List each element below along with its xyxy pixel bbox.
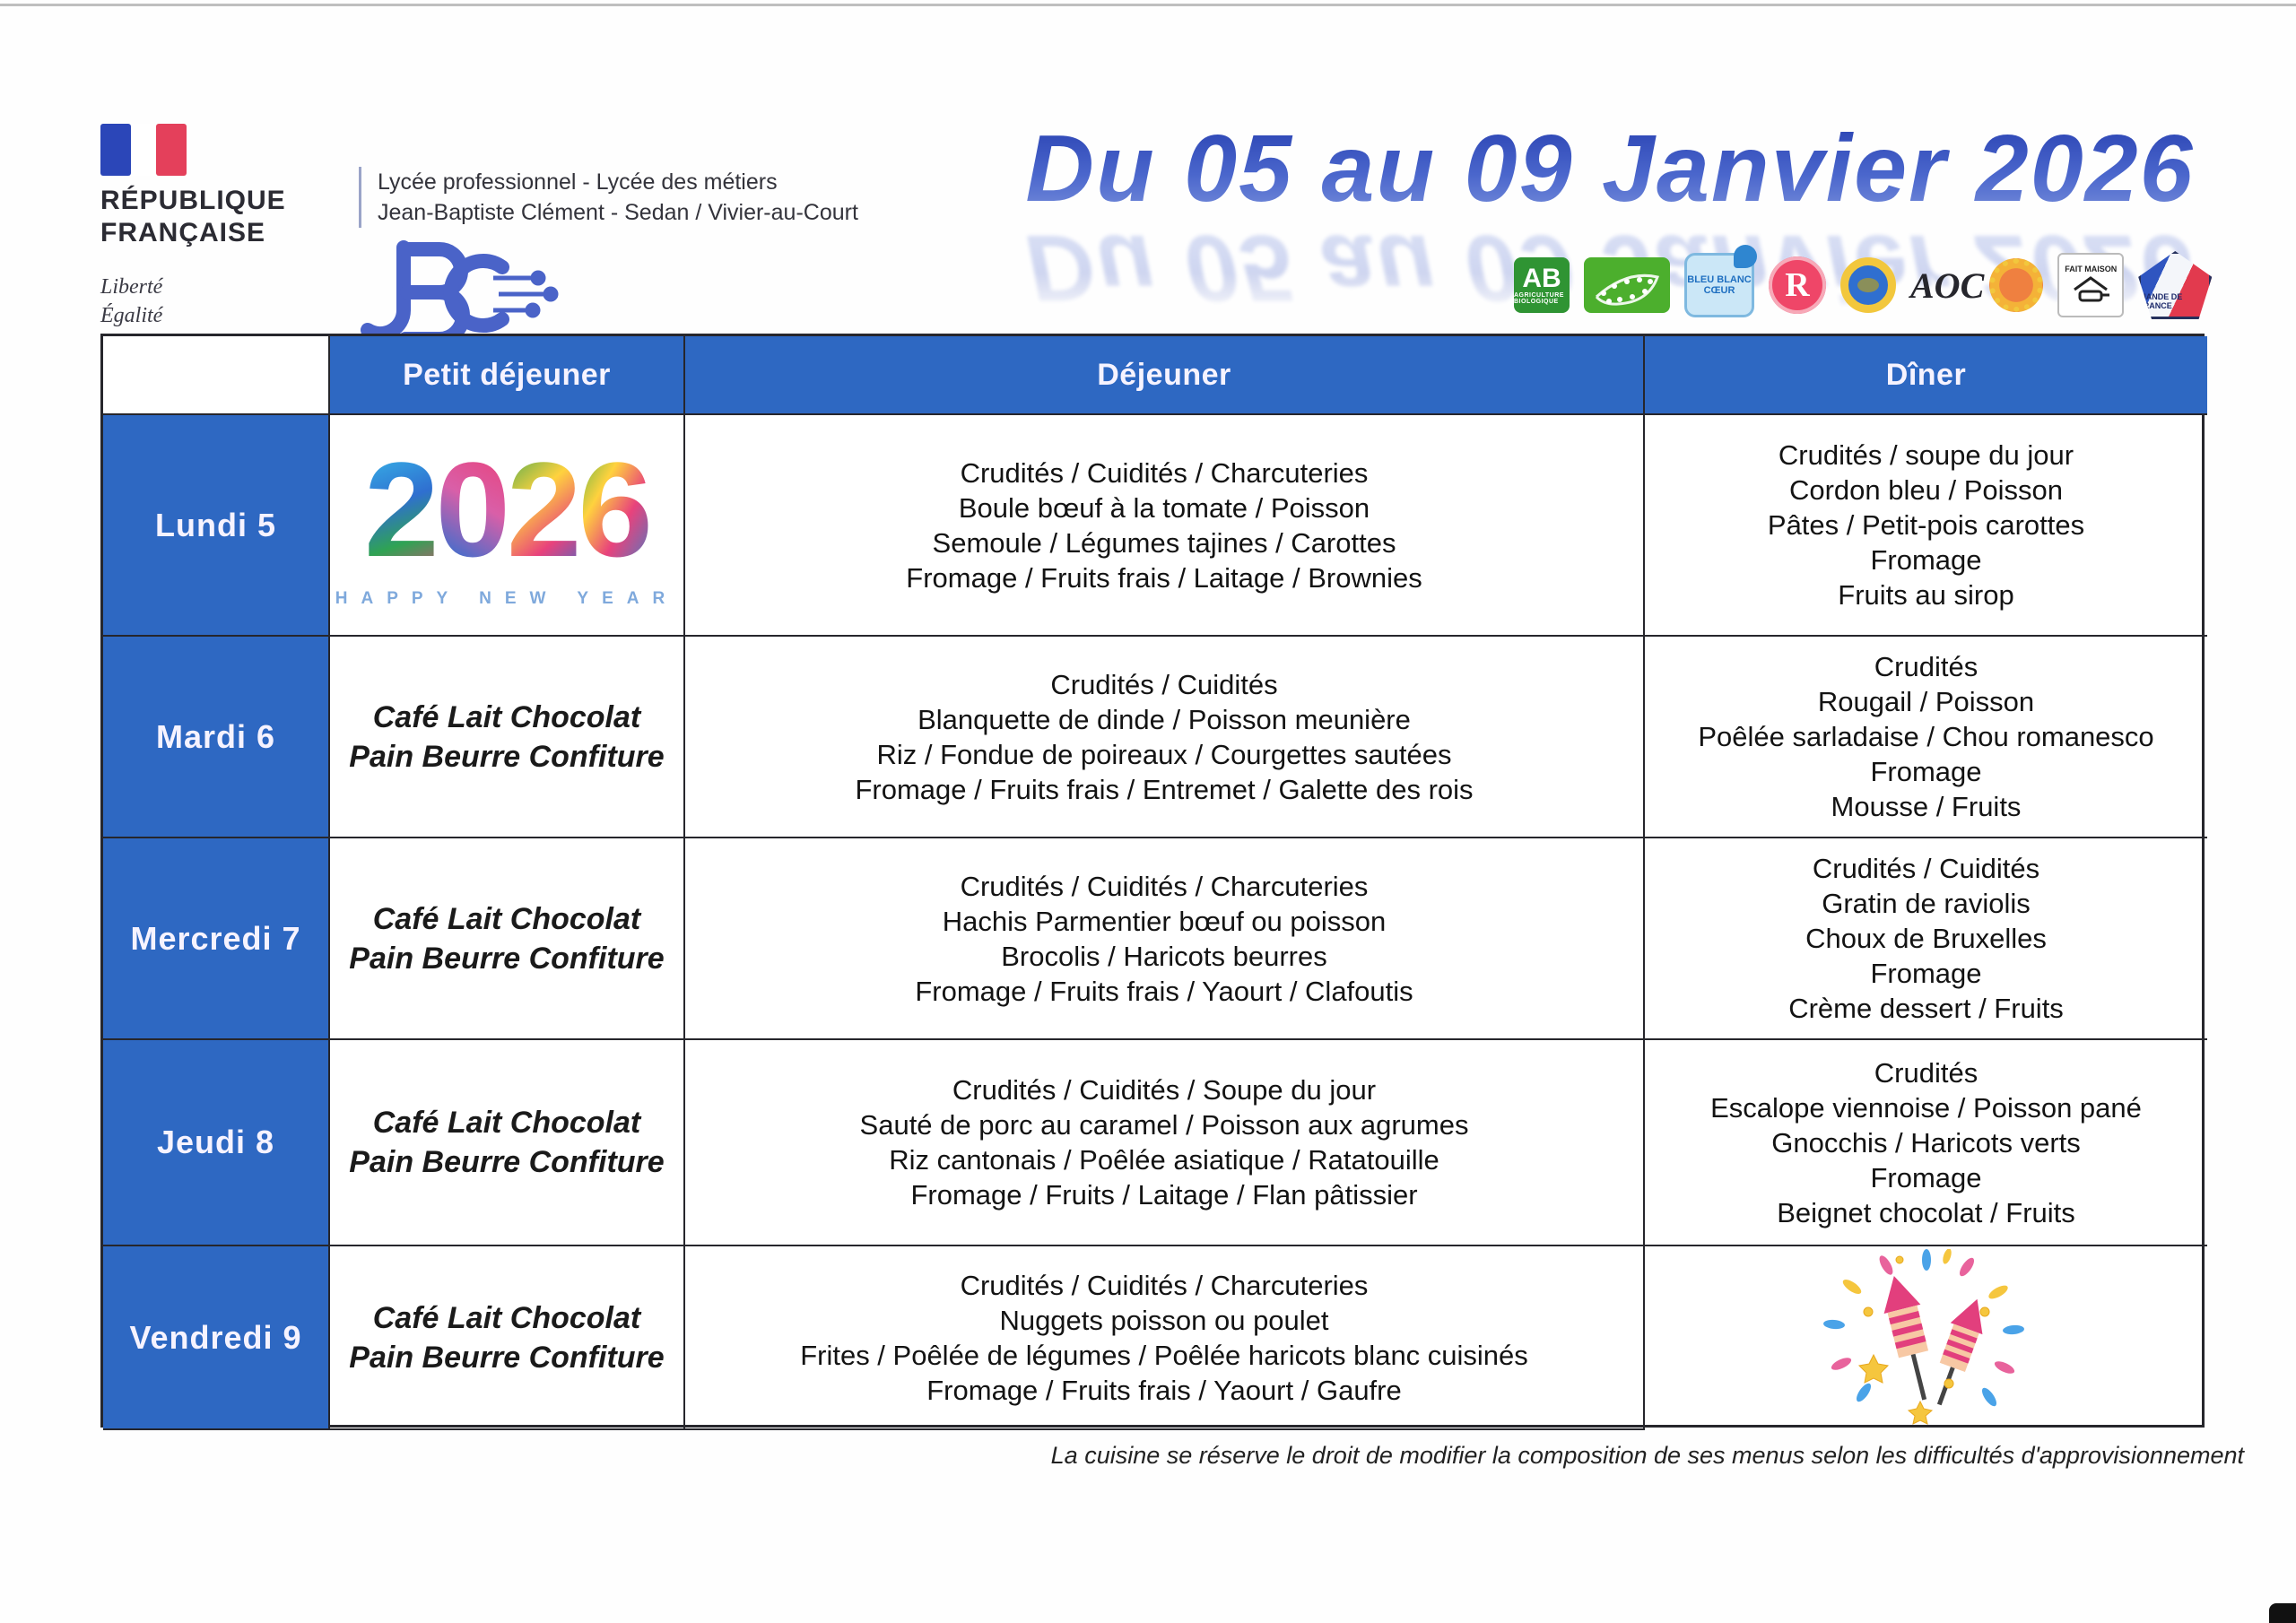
viandes-de-france-icon: VIANDE DE FRANCE [2138, 251, 2213, 319]
scan-artifact-line [0, 4, 2296, 6]
label-rouge-icon: R [1769, 256, 1826, 314]
menu-table: Petit déjeuner Déjeuner Dîner Lundi 5 20… [100, 334, 2207, 1430]
corner-cell [103, 336, 330, 415]
school-name: Lycée professionnel - Lycée des métiers … [359, 167, 858, 228]
day-cell-lundi: Lundi 5 [103, 415, 330, 637]
day-cell-vendredi: Vendredi 9 [103, 1246, 330, 1430]
motto-liberte: Liberté [100, 275, 163, 299]
breakfast-cell-mercredi: Café Lait Chocolat Pain Beurre Confiture [330, 838, 685, 1040]
happy-new-year-caption: HAPPY NEW YEAR [335, 588, 679, 608]
lunch-cell-vendredi: Crudités / Cuidités / Charcuteries Nugge… [685, 1246, 1645, 1430]
school-line2: Jean-Baptiste Clément - Sedan / Vivier-a… [378, 200, 858, 225]
jbc-school-logo-icon [359, 235, 565, 356]
ab-organic-icon: AB AGRICULTURE BIOLOGIQUE [1514, 257, 1570, 313]
french-flag-icon [100, 124, 187, 176]
breakfast-cell-jeudi: Café Lait Chocolat Pain Beurre Confiture [330, 1040, 685, 1246]
lunch-cell-mercredi: Crudités / Cuidités / Charcuteries Hachi… [685, 838, 1645, 1040]
scan-artifact-corner [2269, 1603, 2296, 1623]
bleu-blanc-coeur-icon: BLEU BLANC CŒUR [1684, 245, 1757, 317]
fireworks-icon [1822, 1248, 2024, 1425]
republique-francaise-block: RÉPUBLIQUE FRANÇAISE Liberté Égalité Fra… [100, 124, 370, 359]
breakfast-cell-lundi-newyear-2026: 2026 HAPPY NEW YEAR [330, 415, 685, 637]
week-title: Du 05 au 09 Janvier 2026 [951, 115, 2269, 223]
aop-icon [1840, 257, 1896, 313]
aoc-icon: AOC [1910, 258, 2044, 312]
newyear-2026-graphic: 2026 [364, 433, 653, 585]
lunch-cell-mardi: Crudités / Cuidités Blanquette de dinde … [685, 637, 1645, 838]
breakfast-cell-vendredi: Café Lait Chocolat Pain Beurre Confiture [330, 1246, 685, 1430]
day-cell-jeudi: Jeudi 8 [103, 1040, 330, 1246]
column-header-diner: Dîner [1645, 336, 2207, 415]
column-header-petit-dejeuner: Petit déjeuner [330, 336, 685, 415]
republique-line2: FRANÇAISE [100, 218, 266, 247]
lunch-cell-lundi: Crudités / Cuidités / Charcuteries Boule… [685, 415, 1645, 637]
dinner-cell-jeudi: Crudités Escalope viennoise / Poisson pa… [1645, 1040, 2207, 1246]
school-line1: Lycée professionnel - Lycée des métiers [378, 169, 778, 195]
kitchen-disclaimer: La cuisine se réserve le droit de modifi… [1050, 1442, 2244, 1469]
fait-maison-icon: FAIT MAISON [2057, 253, 2125, 317]
republique-line1: RÉPUBLIQUE [100, 186, 286, 215]
motto-egalite: Égalité [100, 304, 163, 327]
dinner-cell-vendredi-fireworks [1645, 1246, 2207, 1430]
dinner-cell-lundi: Crudités / soupe du jour Cordon bleu / P… [1645, 415, 2207, 637]
dinner-cell-mercredi: Crudités / Cuidités Gratin de raviolis C… [1645, 838, 2207, 1040]
quality-labels-row: AB AGRICULTURE BIOLOGIQUE BLEU BLANC CŒU… [1514, 245, 2213, 319]
column-header-dejeuner: Déjeuner [685, 336, 1645, 415]
lunch-cell-jeudi: Crudités / Cuidités / Soupe du jour Saut… [685, 1040, 1645, 1246]
dinner-cell-mardi: Crudités Rougail / Poisson Poêlée sarlad… [1645, 637, 2207, 838]
day-cell-mardi: Mardi 6 [103, 637, 330, 838]
day-cell-mercredi: Mercredi 7 [103, 838, 330, 1040]
breakfast-cell-mardi: Café Lait Chocolat Pain Beurre Confiture [330, 637, 685, 838]
eu-organic-leaf-icon [1584, 257, 1670, 313]
aoc-sun-icon [1989, 258, 2044, 312]
